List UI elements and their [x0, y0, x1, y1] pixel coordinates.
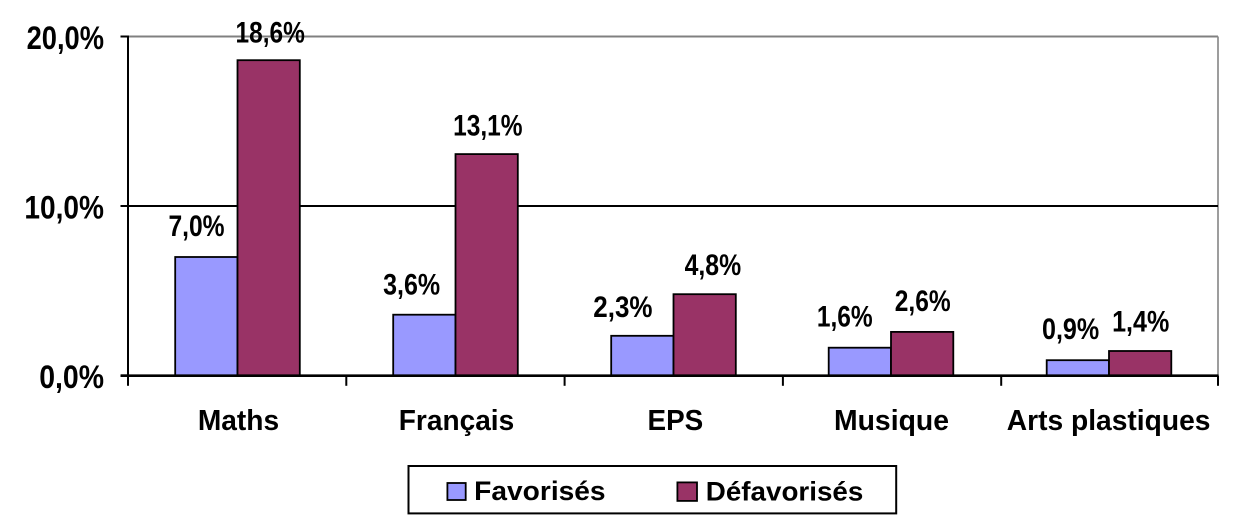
- svg-text:Musique: Musique: [834, 405, 949, 437]
- svg-text:2,3%: 2,3%: [593, 291, 652, 324]
- svg-text:2,6%: 2,6%: [895, 285, 951, 318]
- svg-text:Français: Français: [399, 405, 514, 437]
- svg-text:Favorisés: Favorisés: [474, 476, 605, 506]
- svg-text:EPS: EPS: [648, 405, 704, 437]
- svg-text:1,6%: 1,6%: [817, 301, 873, 334]
- svg-text:4,8%: 4,8%: [685, 249, 742, 282]
- svg-text:0,9%: 0,9%: [1042, 313, 1099, 346]
- svg-text:Défavorisés: Défavorisés: [706, 477, 864, 507]
- svg-text:13,1%: 13,1%: [453, 109, 522, 142]
- svg-text:10,0%: 10,0%: [24, 190, 104, 226]
- svg-text:3,6%: 3,6%: [383, 269, 440, 302]
- svg-text:1,4%: 1,4%: [1112, 306, 1169, 339]
- svg-text:18,6%: 18,6%: [236, 17, 305, 50]
- svg-text:Arts plastiques: Arts plastiques: [1007, 405, 1211, 437]
- svg-text:Maths: Maths: [198, 405, 279, 437]
- svg-text:20,0%: 20,0%: [27, 20, 104, 56]
- svg-text:0,0%: 0,0%: [39, 359, 104, 395]
- svg-text:7,0%: 7,0%: [168, 210, 224, 243]
